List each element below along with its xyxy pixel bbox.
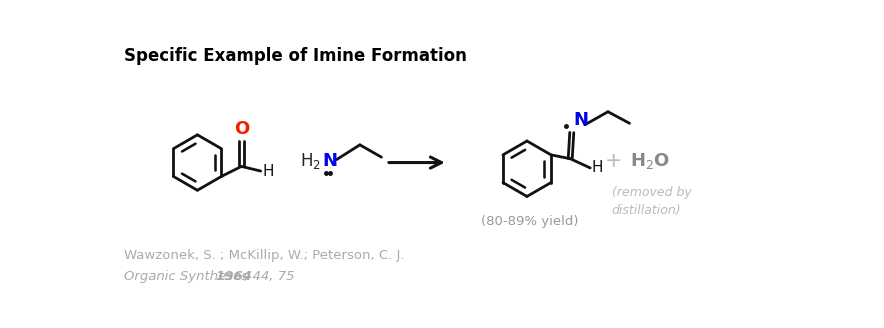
Text: O: O [233, 120, 249, 138]
Text: Specific Example of Imine Formation: Specific Example of Imine Formation [125, 47, 467, 65]
Text: H: H [263, 164, 275, 179]
Text: (removed by
distillation): (removed by distillation) [612, 186, 691, 217]
Text: 1964: 1964 [215, 270, 252, 283]
Text: H: H [591, 160, 603, 175]
Text: N: N [322, 152, 337, 170]
Text: H$_2$O: H$_2$O [630, 151, 670, 171]
Text: , 44, 75: , 44, 75 [244, 270, 295, 283]
Text: (80-89% yield): (80-89% yield) [481, 215, 579, 228]
Text: Organic Syntheses: Organic Syntheses [125, 270, 253, 283]
Text: H$_2$: H$_2$ [300, 151, 321, 171]
Text: +: + [605, 151, 622, 171]
Text: N: N [574, 112, 589, 130]
Text: Wawzonek, S. ; McKillip, W.; Peterson, C. J.: Wawzonek, S. ; McKillip, W.; Peterson, C… [125, 249, 405, 262]
